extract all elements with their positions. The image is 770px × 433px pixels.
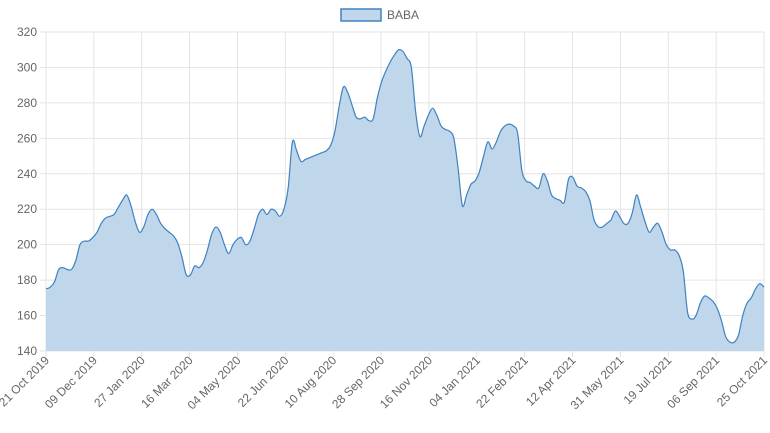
series-area-fill [46, 49, 764, 351]
legend-label[interactable]: BABA [387, 8, 419, 22]
y-tick-label: 220 [17, 202, 37, 216]
y-tick-label: 240 [17, 167, 37, 181]
legend-swatch[interactable] [340, 8, 382, 22]
y-tick-label: 300 [17, 60, 37, 74]
y-tick-label: 160 [17, 309, 37, 323]
y-tick-label: 320 [17, 25, 37, 39]
series-area-layer [45, 48, 765, 351]
series-line [45, 48, 765, 344]
y-axis-tick-labels: 140 160 180 200 220 240 260 280 300 320 [17, 25, 37, 358]
y-tick-label: 260 [17, 131, 37, 145]
y-tick-label: 180 [17, 273, 37, 287]
x-tick-label: 22 Feb 2021 [473, 353, 531, 411]
legend[interactable]: BABA [340, 8, 419, 22]
x-tick-label: 25 Oct 2021 [714, 353, 770, 409]
y-tick-label: 280 [17, 96, 37, 110]
y-tick-label: 200 [17, 238, 37, 252]
y-tick-label: 140 [17, 344, 37, 358]
